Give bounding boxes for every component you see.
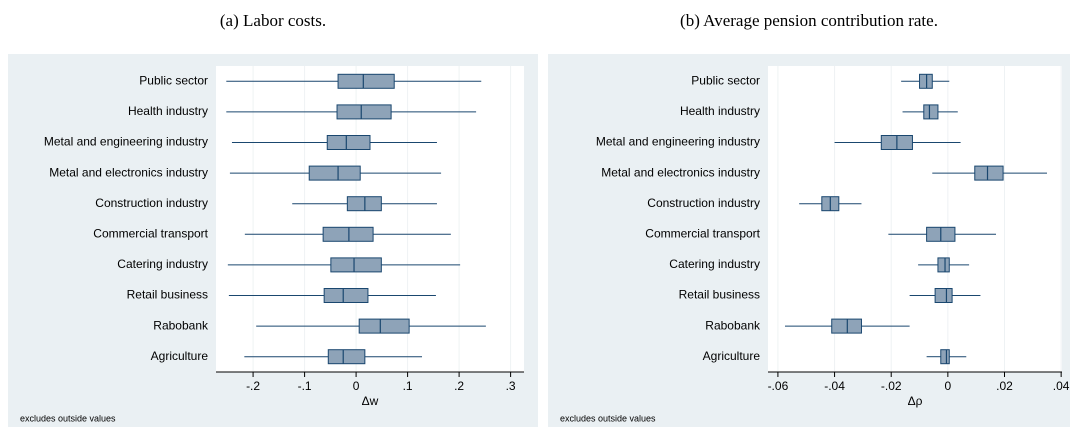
x-tick-label: -.04	[824, 379, 845, 393]
box	[358, 318, 410, 334]
category-label: Rabobank	[153, 318, 209, 332]
box	[327, 349, 366, 365]
category-label: Commercial transport	[93, 226, 208, 240]
box	[322, 226, 374, 242]
x-tick-label: .2	[454, 379, 464, 393]
box	[937, 257, 950, 273]
category-label: Retail business	[127, 288, 208, 302]
box	[330, 257, 382, 273]
panel-title: (b) Average pension contribution rate.	[680, 11, 938, 30]
category-label: Metal and engineering industry	[44, 135, 208, 149]
category-label: Rabobank	[705, 318, 761, 332]
box	[934, 288, 953, 303]
x-tick-label: .02	[996, 379, 1013, 393]
category-label: Catering industry	[117, 257, 208, 271]
category-label: Health industry	[128, 104, 208, 118]
x-tick-label: .1	[403, 379, 413, 393]
panel-title: (a) Labor costs.	[220, 11, 326, 30]
x-axis-label: Δρ	[908, 394, 923, 408]
x-tick-label: .04	[1053, 379, 1070, 393]
box	[337, 73, 395, 89]
category-label: Agriculture	[703, 349, 761, 363]
category-label: Catering industry	[669, 257, 760, 271]
box	[308, 165, 361, 181]
category-label: Health industry	[680, 104, 760, 118]
x-tick-label: 0	[353, 379, 360, 393]
category-label: Construction industry	[95, 196, 208, 210]
x-tick-label: 0	[945, 379, 952, 393]
box	[974, 165, 1004, 181]
category-label: Metal and electronics industry	[601, 165, 760, 179]
box	[326, 135, 371, 150]
box	[940, 349, 950, 365]
category-label: Retail business	[679, 288, 760, 302]
category-label: Agriculture	[151, 349, 209, 363]
category-label: Metal and electronics industry	[49, 165, 208, 179]
x-tick-label: -.02	[881, 379, 902, 393]
x-axis-label: Δw	[362, 394, 379, 408]
category-label: Construction industry	[647, 196, 760, 210]
plot-area	[768, 66, 1062, 372]
x-tick-label: -.06	[768, 379, 789, 393]
note: excludes outside values	[20, 413, 116, 423]
box	[336, 104, 392, 120]
category-label: Public sector	[139, 73, 208, 87]
note: excludes outside values	[560, 413, 656, 423]
box	[919, 73, 933, 89]
category-label: Commercial transport	[645, 226, 760, 240]
box	[831, 318, 862, 334]
x-tick-label: .3	[506, 379, 516, 393]
box	[323, 288, 369, 303]
box	[923, 104, 939, 120]
x-tick-label: -.2	[246, 379, 260, 393]
category-label: Metal and engineering industry	[596, 135, 760, 149]
x-tick-label: -.1	[298, 379, 312, 393]
category-label: Public sector	[691, 73, 760, 87]
